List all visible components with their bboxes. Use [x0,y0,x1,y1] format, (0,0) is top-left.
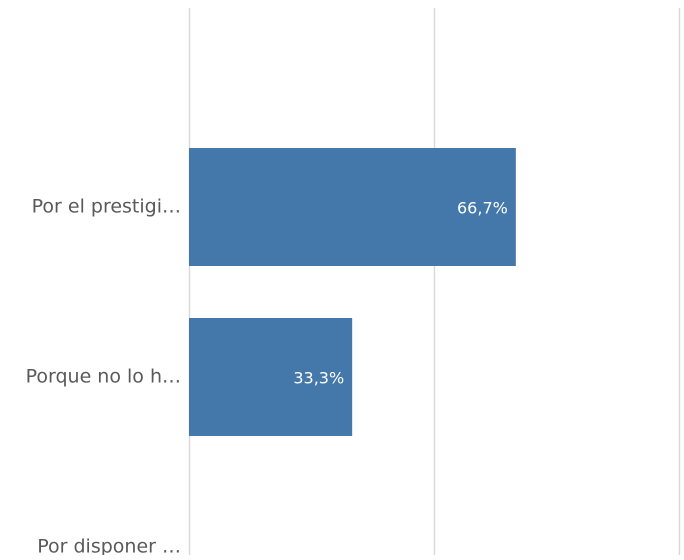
data-label: 33,3% [293,369,344,388]
bar[interactable] [189,318,353,436]
category-label: Porque no lo h… [26,366,181,388]
bar[interactable] [189,148,516,266]
category-label: Por disponer … [37,536,181,556]
category-label: Por el prestigi… [32,196,181,218]
data-label: 66,7% [457,199,508,218]
